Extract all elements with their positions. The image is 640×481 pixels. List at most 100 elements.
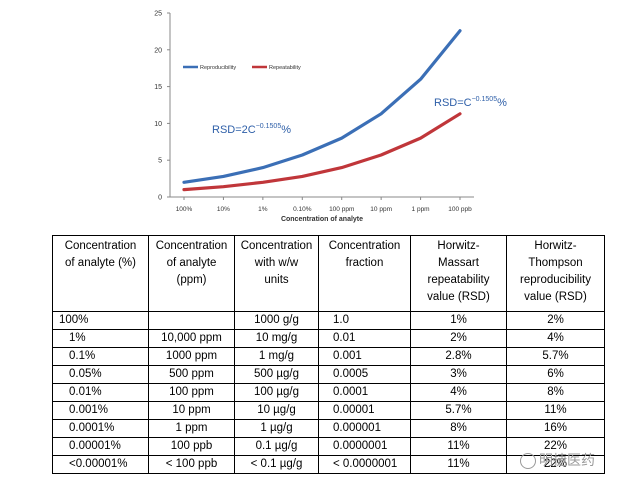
annotation-repeatability-base: RSD=C — [434, 97, 472, 109]
y-tick-label: 0 — [158, 195, 162, 202]
annotation-repeatability-exp: −0.1505 — [472, 96, 498, 103]
table-cell: 2% — [506, 311, 605, 330]
series-line-reproducibility — [182, 29, 462, 184]
annotation-repeatability-suffix: % — [497, 97, 507, 109]
legend-label-reproducibility: Reproducibility — [200, 65, 236, 71]
table-cell: 10 µg/g — [234, 401, 319, 420]
table-cell: <0.00001% — [52, 455, 149, 474]
series-line-repeatability — [182, 112, 462, 192]
table-cell: 5.7% — [410, 401, 507, 420]
table-cell: 0.00001 — [318, 401, 411, 420]
table-cell: 8% — [506, 383, 605, 402]
table-cell: 10 ppm — [148, 401, 235, 420]
table-cell: 0.00001% — [52, 437, 149, 456]
table-cell: 10 mg/g — [234, 329, 319, 348]
legend-label-repeatability: Repeatability — [269, 65, 301, 71]
table-cell: 0.0001 — [318, 383, 411, 402]
table-cell: 0.0005 — [318, 365, 411, 384]
table-cell: 3% — [410, 365, 507, 384]
watermark-text: 明捷医药 — [539, 453, 595, 469]
annotation-reproducibility-suffix: % — [281, 124, 291, 136]
table-cell: 0.05% — [52, 365, 149, 384]
table-cell: 4% — [410, 383, 507, 402]
header-concentration-percent: Concentration of analyte (%) — [52, 235, 149, 312]
table-cell: 500 µg/g — [234, 365, 319, 384]
table-header-row: Concentration of analyte (%) Concentratio… — [52, 235, 605, 312]
table-cell: 0.1 µg/g — [234, 437, 319, 456]
table-cell: 0.000001 — [318, 419, 411, 438]
table-cell — [148, 311, 235, 330]
x-tick-label: 100 ppb — [448, 206, 472, 213]
x-tick-label: 100 ppm — [329, 206, 354, 213]
table-cell: 1 µg/g — [234, 419, 319, 438]
x-tick-label: 0.10% — [293, 206, 312, 213]
table-row: 1% 10,000 ppm 10 mg/g 0.01 2% 4% — [52, 329, 605, 348]
table-cell: 0.01% — [52, 383, 149, 402]
x-tick-label: 1% — [258, 206, 268, 213]
table-cell: 1000 g/g — [234, 311, 319, 330]
x-tick-label: 10% — [217, 206, 230, 213]
annotation-reproducibility-base: RSD=2C — [212, 124, 256, 136]
table-cell: 1 mg/g — [234, 347, 319, 366]
table-cell: 2.8% — [410, 347, 507, 366]
legend: Reproducibility Repeatability — [183, 65, 301, 71]
watermark-logo-icon — [520, 453, 536, 469]
header-horwitz-massart: Horwitz- Massart repeatability value (RSD) — [410, 235, 507, 312]
table-cell: < 0.1 µg/g — [234, 455, 319, 474]
x-axis-ticks: 100% 10% 1% 0.10% 100 ppm 10 ppm 1 ppm 100 ppb — [176, 197, 472, 213]
x-tick-label: 100% — [176, 206, 193, 213]
table-cell: 4% — [506, 329, 605, 348]
table-cell: 10,000 ppm — [148, 329, 235, 348]
table-cell: 0.01 — [318, 329, 411, 348]
annotation-reproducibility-exp: −0.1505 — [256, 123, 282, 130]
y-tick-label: 20 — [154, 47, 162, 54]
x-axis-label: Concentration of analyte — [281, 216, 363, 223]
table-cell: 100 µg/g — [234, 383, 319, 402]
table-cell: 1 ppm — [148, 419, 235, 438]
series-lines — [182, 29, 462, 192]
table-cell: 8% — [410, 419, 507, 438]
y-tick-label: 10 — [154, 121, 162, 128]
table-row: 0.001% 10 ppm 10 µg/g 0.00001 5.7% 11% — [52, 401, 605, 420]
table-cell: 0.0000001 — [318, 437, 411, 456]
x-tick-label: 10 ppm — [370, 206, 392, 213]
table-cell: 5.7% — [506, 347, 605, 366]
table-cell: 0.0001% — [52, 419, 149, 438]
chart-axes — [169, 13, 474, 198]
table-row: 0.0001% 1 ppm 1 µg/g 0.000001 8% 16% — [52, 419, 605, 438]
x-tick-label: 1 ppm — [412, 206, 430, 213]
table-cell: 11% — [410, 455, 507, 474]
table-cell: 0.001% — [52, 401, 149, 420]
table-row: <0.00001% < 100 ppb < 0.1 µg/g < 0.0000001 1… — [52, 455, 605, 474]
annotation-reproducibility-formula: RSD=2C−0.1505% — [212, 123, 291, 136]
header-horwitz-thompson: Horwitz- Thompson reproducibility value (RS… — [506, 235, 605, 312]
table-row: 0.1% 1000 ppm 1 mg/g 0.001 2.8% 5.7% — [52, 347, 605, 366]
table-row: 0.05% 500 ppm 500 µg/g 0.0005 3% 6% — [52, 365, 605, 384]
table-cell: < 100 ppb — [148, 455, 235, 474]
table-cell: 1% — [410, 311, 507, 330]
table-cell: 11% — [410, 437, 507, 456]
table-cell: 6% — [506, 365, 605, 384]
y-tick-label: 15 — [154, 84, 162, 91]
table-cell: 16% — [506, 419, 605, 438]
y-tick-label: 5 — [158, 158, 162, 165]
table-cell: 0.001 — [318, 347, 411, 366]
header-concentration-ppm: Concentration of analyte (ppm) — [148, 235, 235, 312]
table-cell: < 0.0000001 — [318, 455, 411, 474]
annotation-repeatability-formula: RSD=C−0.1505% — [434, 96, 507, 109]
table-cell: 1% — [52, 329, 149, 348]
table-row: 100% 1000 g/g 1.0 1% 2% — [52, 311, 605, 330]
table-body: 100% 1000 g/g 1.0 1% 2% 1% 10,000 ppm 10 mg/g 0.… — [52, 311, 605, 474]
watermark: 明捷医药 — [520, 450, 595, 470]
table-cell: 500 ppm — [148, 365, 235, 384]
table-cell: 11% — [506, 401, 605, 420]
table-row: 0.01% 100 ppm 100 µg/g 0.0001 4% 8% — [52, 383, 605, 402]
table-cell: 1000 ppm — [148, 347, 235, 366]
y-tick-label: 25 — [154, 11, 162, 18]
table-cell: 0.1% — [52, 347, 149, 366]
table-cell: 100% — [52, 311, 149, 330]
table-row: 0.00001% 100 ppb 0.1 µg/g 0.0000001 11% 22% — [52, 437, 605, 456]
horwitz-table: Concentration of analyte (%) Concentratio… — [52, 235, 605, 474]
table-cell: 2% — [410, 329, 507, 348]
y-axis-ticks: 0 5 10 15 20 25 — [154, 11, 170, 202]
